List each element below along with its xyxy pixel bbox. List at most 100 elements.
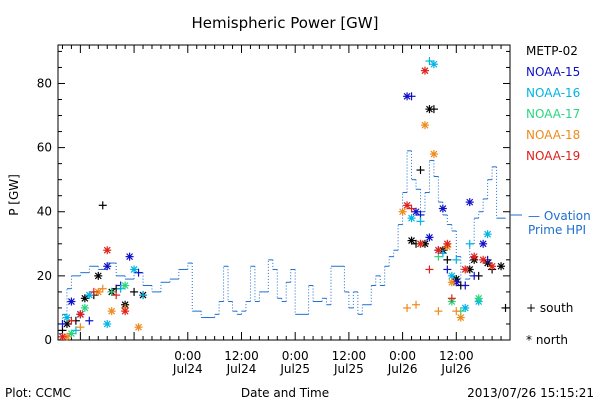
footer-timestamp: 2013/07/26 15:15:21 (467, 386, 594, 400)
north-marker (420, 121, 429, 130)
south-marker (71, 326, 80, 335)
x-tick-date-label: Jul26 (387, 362, 418, 376)
south-marker (139, 291, 148, 300)
plot-frame (57, 44, 511, 341)
south-marker (416, 217, 425, 226)
north-marker (103, 262, 112, 271)
legend-entry: NOAA-15 (526, 65, 580, 79)
north-marker (488, 262, 497, 271)
south-marker (98, 284, 107, 293)
north-marker (425, 233, 434, 242)
x-tick-date-label: Jul26 (440, 362, 471, 376)
north-marker (438, 204, 447, 213)
south-marker (412, 300, 421, 309)
south-marker (134, 268, 143, 277)
north-marker (497, 262, 506, 271)
y-tick-label: 20 (37, 269, 52, 283)
chart-title: Hemispheric Power [GW] (192, 14, 379, 32)
south-marker (89, 287, 98, 296)
legend-entry: METP-02 (526, 44, 578, 58)
legend-entry: NOAA-16 (526, 86, 580, 100)
north-marker (107, 307, 116, 316)
x-tick-label: 12:00 (224, 349, 259, 363)
x-tick-label: 0:00 (389, 349, 416, 363)
south-marker (98, 201, 107, 210)
north-marker (465, 198, 474, 207)
ovation-legend-line2: Prime HPI (528, 223, 586, 237)
x-tick-date-label: Jul25 (333, 362, 364, 376)
north-marker (125, 252, 134, 261)
north-marker (479, 255, 488, 264)
north-marker (443, 239, 452, 248)
x-tick-date-label: Jul25 (279, 362, 310, 376)
north-marker (429, 150, 438, 159)
marker-legend-north: * north (526, 333, 568, 347)
north-marker (85, 291, 94, 300)
footer-plot-credit: Plot: CCMC (5, 386, 71, 400)
x-axis-ticks: 0:00Jul2412:00Jul240:00Jul2512:00Jul250:… (61, 45, 511, 376)
south-marker (112, 291, 121, 300)
south-marker (85, 316, 94, 325)
south-marker (434, 307, 443, 316)
south-marker (67, 316, 76, 325)
legend-entry: NOAA-17 (526, 107, 580, 121)
y-tick-label: 0 (44, 333, 52, 347)
x-tick-date-label: Jul24 (226, 362, 257, 376)
north-marker (479, 239, 488, 248)
south-marker (461, 281, 470, 290)
south-marker (452, 255, 461, 264)
north-marker (434, 246, 443, 255)
south-marker (470, 271, 479, 280)
south-marker (438, 249, 447, 258)
north-marker (80, 294, 89, 303)
legend: METP-02 NOAA-15 NOAA-16 NOAA-17 NOAA-18 NOAA-… (526, 44, 580, 163)
north-marker (407, 214, 416, 223)
north-marker (121, 307, 130, 316)
north-marker (103, 246, 112, 255)
north-marker (121, 281, 130, 290)
legend-entry: NOAA-18 (526, 128, 580, 142)
north-marker (416, 239, 425, 248)
north-marker (447, 271, 456, 280)
x-tick-label: 12:00 (332, 349, 367, 363)
south-marker (107, 287, 116, 296)
north-marker (461, 265, 470, 274)
south-marker (416, 166, 425, 175)
south-marker (452, 307, 461, 316)
north-marker (134, 323, 143, 332)
south-marker (407, 92, 416, 101)
x-tick-label: 0:00 (282, 349, 309, 363)
south-marker (429, 105, 438, 114)
north-marker (103, 319, 112, 328)
north-marker (483, 230, 492, 239)
north-marker (420, 66, 429, 75)
north-marker (58, 332, 67, 341)
x-tick-label: 12:00 (439, 349, 474, 363)
y-axis-label: P [GW] (7, 174, 21, 216)
south-marker (501, 303, 510, 312)
north-marker (76, 310, 85, 319)
x-tick-date-label: Jul24 (172, 362, 203, 376)
north-marker (474, 294, 483, 303)
south-marker (425, 265, 434, 274)
x-axis-label: Date and Time (241, 386, 329, 400)
legend-entry: NOAA-19 (526, 149, 580, 163)
ovation-legend-line1: — Ovation (528, 209, 591, 223)
south-marker (76, 323, 85, 332)
south-marker (403, 303, 412, 312)
south-marker (407, 204, 416, 213)
north-marker (62, 313, 71, 322)
north-marker (398, 207, 407, 216)
y-tick-label: 40 (37, 205, 52, 219)
south-marker (58, 319, 67, 328)
north-marker (447, 278, 456, 287)
north-marker (94, 271, 103, 280)
satellite-markers (58, 57, 510, 341)
south-marker (130, 287, 139, 296)
north-marker (470, 252, 479, 261)
north-marker (429, 60, 438, 69)
north-marker (403, 201, 412, 210)
north-marker (456, 313, 465, 322)
north-marker (407, 236, 416, 245)
